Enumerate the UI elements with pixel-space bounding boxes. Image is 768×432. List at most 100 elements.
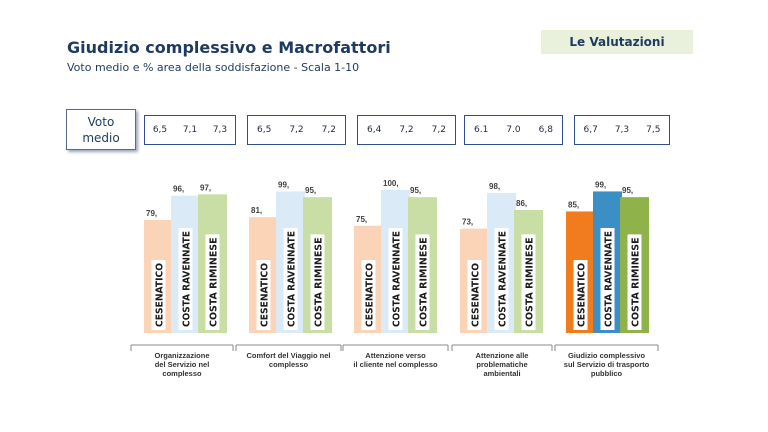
series-name-label-bg (627, 234, 642, 330)
data-label: 85, (568, 200, 579, 209)
data-label: 73, (462, 218, 473, 227)
series-name-label: COSTA RIMINESE (310, 234, 325, 330)
series-name-label: CESENATICO (361, 260, 376, 330)
voto-medio-box-4: 6.1 7.0 6,8 (464, 115, 563, 145)
category-label-line: Giudizio complessivo (568, 351, 646, 360)
category-label-line: Attenzione alle (476, 351, 529, 360)
voto-value: 7,2 (399, 125, 414, 135)
voto-medio-label: Voto medio (66, 109, 136, 150)
page-title: Giudizio complessivo e Macrofattori (67, 38, 391, 57)
series-name-text: CESENATICO (260, 263, 271, 327)
series-name-label: COSTA RIMINESE (205, 234, 220, 330)
category-label: Organizzazione del Servizio nel complesso (154, 351, 209, 378)
series-name-label-bg (415, 234, 430, 330)
series-name-text: CESENATICO (365, 263, 376, 327)
page-subtitle: Voto medio e % area della soddisfazione … (67, 61, 360, 74)
voto-value: 6,5 (257, 125, 272, 135)
series-name-label-bg (256, 260, 271, 330)
voto-value: 7,5 (646, 125, 661, 135)
category-label-line: Comfort del Viaggio nel (246, 351, 330, 360)
series-name-label: COSTA RIMINESE (415, 234, 430, 330)
category-label-line: ambientali (483, 369, 520, 378)
series-name-label: COSTA RAVENNATE (600, 228, 615, 330)
category-label: Comfort del Viaggio nel complesso (246, 351, 330, 369)
series-name-label: COSTA RIMINESE (627, 234, 642, 330)
series-name-label: CESENATICO (151, 260, 166, 330)
series-name-label: COSTA RAVENNATE (494, 228, 509, 330)
series-name-text: CESENATICO (471, 263, 482, 327)
voto-value: 7,1 (182, 125, 198, 135)
category-label-line: problematiche (476, 360, 527, 369)
series-name-label: COSTA RAVENNATE (388, 228, 403, 330)
voto-value: 6,5 (152, 125, 168, 135)
voto-medio-box-5: 6,7 7,3 7,5 (574, 115, 670, 145)
series-name-text: COSTA RAVENNATE (498, 231, 509, 327)
category-label-line: il cliente nel complesso (353, 360, 438, 369)
voto-value: 6.1 (474, 125, 489, 135)
voto-value: 7,2 (431, 125, 446, 135)
voto-value: 6,8 (538, 125, 553, 135)
series-name-text: COSTA RIMINESE (525, 237, 536, 327)
series-name-label-bg (388, 228, 403, 330)
data-label: 95, (622, 186, 633, 195)
series-name-text: COSTA RIMINESE (419, 237, 430, 327)
voto-medio-box-1: 6,5 7,1 7,3 (144, 115, 236, 145)
category-label-line: pubblico (591, 369, 623, 378)
series-name-label-bg (600, 228, 615, 330)
series-name-label-bg (573, 260, 588, 330)
voto-medio-box-3: 6,4 7,2 7,2 (357, 115, 456, 145)
series-name-label: COSTA RAVENNATE (178, 228, 193, 330)
category-label-line: complesso (269, 360, 309, 369)
data-label: 79, (146, 209, 157, 218)
data-label: 100, (383, 179, 399, 188)
series-name-text: COSTA RAVENNATE (604, 231, 615, 327)
series-name-label-bg (205, 234, 220, 330)
series-name-label-bg (310, 234, 325, 330)
section-badge: Le Valutazioni (541, 30, 693, 54)
series-name-label-bg (361, 260, 376, 330)
voto-value: 7,3 (212, 125, 228, 135)
category-label-line: del Servizio nel (155, 360, 210, 369)
category-label-line: sul Servizio di trasporto (564, 360, 650, 369)
data-label: 75, (356, 215, 367, 224)
series-name-text: CESENATICO (155, 263, 166, 327)
category-label: Attenzione verso il cliente nel complesso (353, 351, 438, 369)
category-label-line: Organizzazione (154, 351, 209, 360)
voto-medio-label-line1: Voto (87, 114, 115, 129)
data-label: 99, (595, 180, 606, 189)
data-label: 98, (489, 182, 500, 191)
voto-value: 6,4 (367, 125, 382, 135)
data-label: 95, (410, 186, 421, 195)
series-name-label-bg (178, 228, 193, 330)
series-name-label-bg (494, 228, 509, 330)
series-name-text: COSTA RIMINESE (209, 237, 220, 327)
category-label-line: complesso (162, 369, 202, 378)
series-name-label: CESENATICO (467, 260, 482, 330)
series-name-label-bg (283, 228, 298, 330)
data-label: 95, (305, 186, 316, 195)
series-name-text: COSTA RAVENNATE (182, 231, 193, 327)
series-name-label: CESENATICO (256, 260, 271, 330)
series-name-text: COSTA RAVENNATE (287, 231, 298, 327)
series-name-label: COSTA RAVENNATE (283, 228, 298, 330)
category-label: Giudizio complessivo sul Servizio di tras… (564, 351, 650, 378)
series-name-text: COSTA RIMINESE (314, 237, 325, 327)
data-label: 99, (278, 180, 289, 189)
data-label: 96, (173, 185, 184, 194)
series-name-text: CESENATICO (577, 263, 588, 327)
voto-value: 7.0 (506, 125, 521, 135)
series-name-label: COSTA RIMINESE (521, 234, 536, 330)
series-name-text: COSTA RIMINESE (631, 237, 642, 327)
series-name-label: CESENATICO (573, 260, 588, 330)
data-label: 86, (516, 199, 527, 208)
voto-value: 7,3 (614, 125, 630, 135)
voto-value: 7,2 (321, 125, 336, 135)
voto-value: 6,7 (583, 125, 598, 135)
series-name-label-bg (521, 234, 536, 330)
voto-value: 7,2 (289, 125, 304, 135)
series-name-text: COSTA RAVENNATE (392, 231, 403, 327)
series-name-label-bg (151, 260, 166, 330)
category-label-line: Attenzione verso (365, 351, 426, 360)
voto-medio-box-2: 6,5 7,2 7,2 (247, 115, 346, 145)
